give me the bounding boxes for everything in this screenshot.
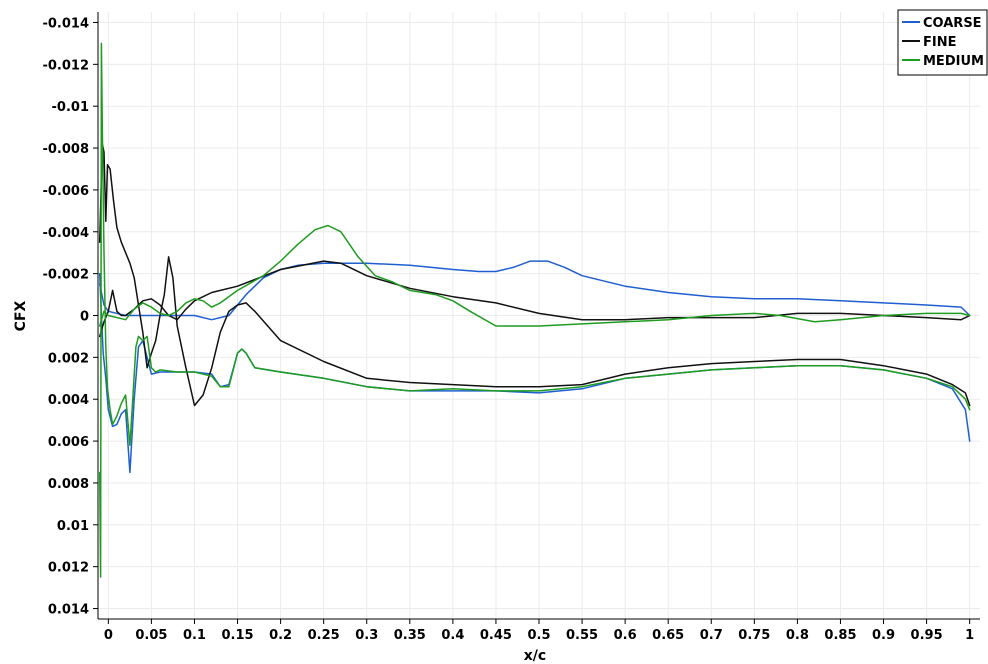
x-tick-label: 0.4	[441, 628, 464, 643]
x-tick-label: 1	[965, 628, 974, 643]
y-tick-label: -0.006	[42, 184, 89, 199]
series-lines	[98, 42, 971, 578]
series-line-fine	[98, 260, 971, 338]
y-tick-label: 0.012	[48, 561, 89, 576]
x-tick-label: 0.1	[183, 628, 206, 643]
grid	[98, 12, 980, 619]
y-axis-title: CFX	[13, 300, 29, 331]
y-tick-label: -0.002	[42, 268, 89, 283]
series-line-medium	[98, 224, 971, 327]
x-tick-label: 0.65	[652, 628, 684, 643]
x-tick-label: 0.6	[614, 628, 637, 643]
x-tick-label: 0.55	[566, 628, 598, 643]
y-tick-label: -0.004	[42, 226, 89, 241]
x-tick-label: 0.05	[135, 628, 167, 643]
x-tick-label: 0.8	[786, 628, 809, 643]
x-tick-label: 0.5	[527, 628, 550, 643]
legend-box	[897, 9, 988, 76]
x-axis-title: x/c	[524, 648, 546, 664]
series-line-coarse	[98, 260, 971, 321]
y-tick-label: -0.008	[42, 142, 89, 157]
legend-label-medium: MEDIUM	[923, 54, 984, 69]
legend-label-fine: FINE	[923, 35, 956, 50]
x-tick-label: 0.7	[700, 628, 723, 643]
x-tick-label: 0.2	[269, 628, 292, 643]
series-line-fine	[98, 143, 971, 407]
y-tick-label: 0.01	[57, 519, 89, 534]
y-tick-label: 0	[80, 310, 89, 325]
legend-label-coarse: COARSE	[923, 16, 982, 31]
y-tick-label: -0.014	[42, 16, 89, 31]
y-ticks: -0.014 -0.012 -0.01 -0.008 -0.006 -0.004 -0.00…	[42, 16, 98, 618]
y-tick-label: -0.01	[52, 100, 89, 115]
x-tick-label: 0.25	[308, 628, 340, 643]
x-tick-label: 0.45	[480, 628, 512, 643]
x-tick-label: 0.35	[394, 628, 426, 643]
x-tick-label: 0	[104, 628, 113, 643]
legend: COARSE FINE MEDIUM	[897, 9, 988, 76]
y-tick-label: 0.014	[48, 603, 89, 618]
x-tick-label: 0.9	[872, 628, 895, 643]
y-tick-label: -0.012	[42, 58, 89, 73]
y-tick-label: 0.008	[48, 477, 89, 492]
x-tick-label: 0.95	[911, 628, 943, 643]
x-tick-label: 0.85	[824, 628, 856, 643]
series-line-coarse	[98, 272, 971, 474]
x-tick-label: 0.3	[355, 628, 378, 643]
x-tick-label: 0.75	[738, 628, 770, 643]
y-tick-label: 0.004	[48, 393, 89, 408]
series-line-medium	[98, 42, 971, 578]
y-tick-label: 0.006	[48, 435, 89, 450]
y-tick-label: 0.002	[48, 351, 89, 366]
x-ticks: 0 0.05 0.1 0.15 0.2 0.25 0.3 0.35 0.4 0.45 0.5 0.55…	[104, 619, 974, 643]
x-tick-label: 0.15	[221, 628, 253, 643]
